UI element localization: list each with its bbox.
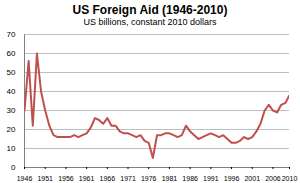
svg-text:1966: 1966: [100, 175, 116, 182]
svg-text:60: 60: [7, 49, 16, 58]
svg-text:1981: 1981: [162, 175, 178, 182]
svg-text:40: 40: [7, 87, 16, 96]
svg-text:20: 20: [7, 125, 16, 134]
svg-text:2001: 2001: [244, 175, 260, 182]
svg-text:1986: 1986: [182, 175, 198, 182]
svg-text:2006: 2006: [265, 175, 281, 182]
svg-text:1956: 1956: [58, 175, 74, 182]
svg-text:50: 50: [7, 68, 16, 77]
svg-text:1961: 1961: [79, 175, 95, 182]
svg-text:10: 10: [7, 144, 16, 153]
svg-text:2010: 2010: [282, 175, 298, 182]
html-text:US billions, constant 2010 dol: US billions, constant 2010 dollars: [83, 17, 217, 27]
svg-text:1996: 1996: [224, 175, 240, 182]
html-text:US Foreign Aid (1946-2010): US Foreign Aid (1946-2010): [72, 3, 228, 17]
svg-text:1991: 1991: [203, 175, 219, 182]
svg-text:1951: 1951: [37, 175, 53, 182]
svg-text:30: 30: [7, 106, 16, 115]
svg-text:70: 70: [7, 30, 16, 39]
svg-text:0: 0: [11, 163, 16, 172]
svg-text:1946: 1946: [17, 175, 33, 182]
svg-text:1976: 1976: [141, 175, 157, 182]
svg-text:1971: 1971: [120, 175, 136, 182]
